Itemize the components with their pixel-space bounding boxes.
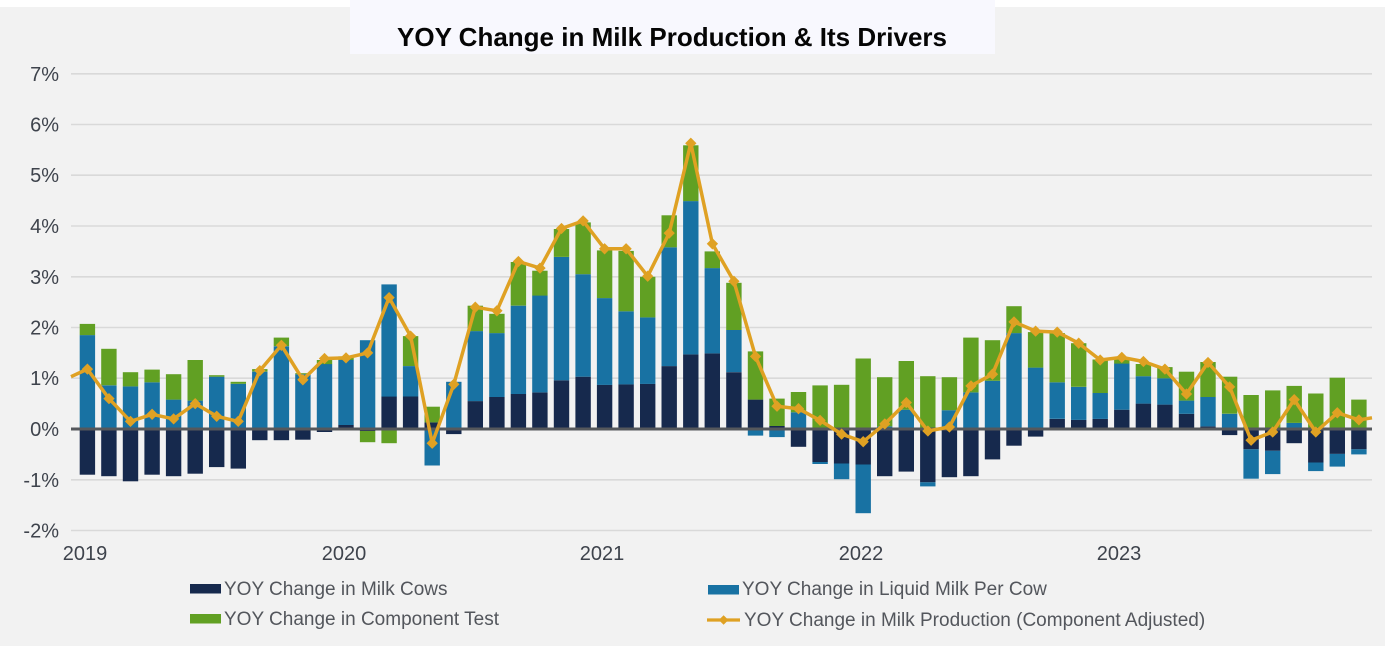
svg-text:3%: 3% — [30, 267, 59, 289]
svg-text:0%: 0% — [30, 419, 59, 441]
svg-text:YOY Change in Milk Production: YOY Change in Milk Production & Its Driv… — [397, 22, 947, 52]
svg-text:-2%: -2% — [23, 521, 59, 543]
svg-text:5%: 5% — [30, 165, 59, 187]
svg-text:2%: 2% — [30, 318, 59, 340]
svg-text:-1%: -1% — [23, 470, 59, 492]
svg-text:YOY Change in Milk Cows: YOY Change in Milk Cows — [224, 579, 448, 600]
svg-text:1%: 1% — [30, 368, 59, 390]
svg-text:2023: 2023 — [1097, 543, 1142, 565]
svg-text:2021: 2021 — [580, 543, 625, 565]
svg-text:YOY Change in Milk Production: YOY Change in Milk Production (Component… — [744, 610, 1205, 631]
svg-text:6%: 6% — [30, 115, 59, 137]
svg-text:7%: 7% — [30, 64, 59, 86]
svg-text:2020: 2020 — [322, 543, 367, 565]
svg-text:2022: 2022 — [839, 543, 884, 565]
svg-text:YOY Change in Liquid Milk Per: YOY Change in Liquid Milk Per Cow — [742, 579, 1047, 600]
svg-text:YOY Change in Component Test: YOY Change in Component Test — [224, 609, 500, 630]
svg-text:2019: 2019 — [63, 543, 108, 565]
svg-text:4%: 4% — [30, 216, 59, 238]
